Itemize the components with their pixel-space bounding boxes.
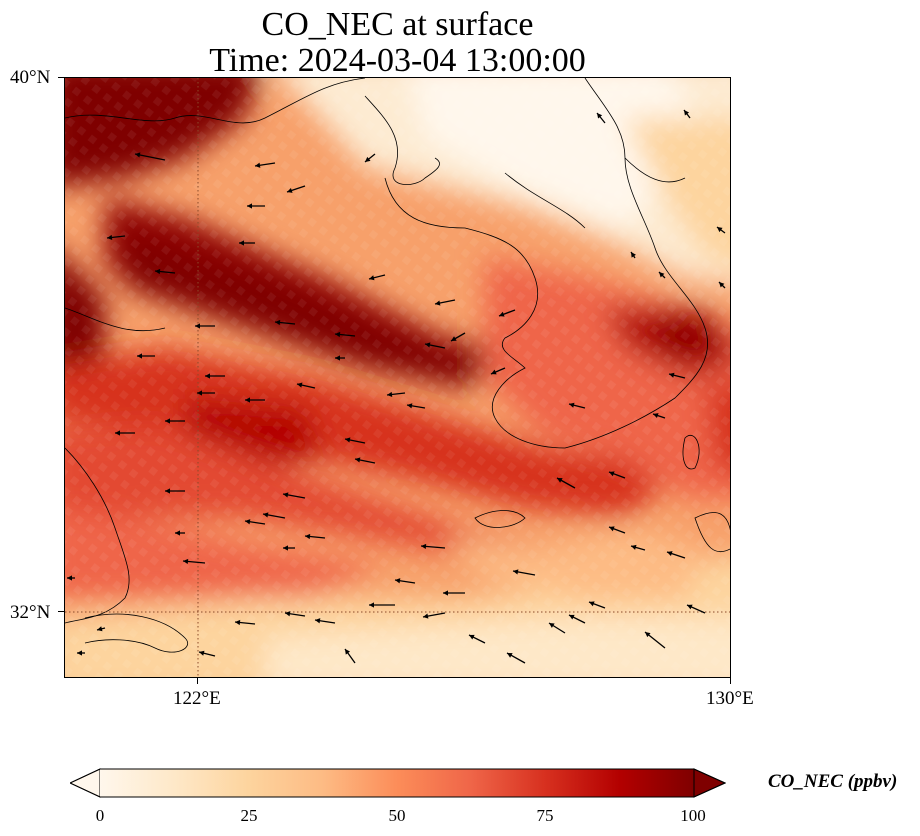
wind-vectors: [67, 109, 726, 664]
wind-arrow-head: [569, 614, 575, 620]
wind-arrow-head: [717, 227, 723, 233]
wind-arrow-head: [263, 512, 269, 518]
coastlines: [65, 78, 730, 653]
wind-arrow-head: [195, 323, 200, 329]
wind-arrow-head: [67, 575, 72, 581]
lon-tick-122: [197, 678, 198, 684]
lon-tick-130: [730, 678, 731, 684]
wind-arrow-head: [609, 471, 615, 477]
wind-arrow-head: [305, 533, 311, 540]
colorbar-gradient: [100, 769, 694, 797]
wind-arrow-head: [239, 240, 244, 246]
colorbar-tick-50: 50: [388, 806, 406, 825]
colorbar-extend-low: [70, 768, 101, 798]
lat-tick-label-40: 40°N: [10, 67, 51, 88]
wind-arrow-head: [107, 234, 113, 241]
wind-arrow-head: [235, 619, 241, 626]
colorbar-tick-0: 0: [95, 806, 105, 825]
wind-arrow-head: [513, 569, 519, 575]
wind-arrow-head: [175, 530, 180, 536]
wind-arrow-head: [137, 353, 142, 359]
wind-arrow-head: [631, 252, 636, 258]
wind-arrow-head: [345, 437, 351, 443]
wind-arrow-head: [283, 492, 289, 498]
wind-arrow-head: [369, 602, 374, 608]
wind-arrow-head: [205, 373, 210, 379]
wind-arrow-head: [387, 391, 393, 398]
wind-arrow-head: [609, 526, 615, 532]
wind-arrow-head: [365, 156, 371, 162]
wind-arrow-head: [589, 601, 595, 607]
wind-arrow-head: [369, 275, 375, 281]
colorbar-label: CO_NEC (ppbv): [768, 771, 898, 792]
concentration-map: [64, 77, 731, 678]
wind-arrow-head: [283, 545, 288, 551]
wind-arrow-head: [597, 113, 603, 119]
wind-arrow-head: [491, 369, 497, 375]
wind-arrow-head: [165, 418, 170, 424]
map-title: CO_NEC at surface: [261, 6, 534, 43]
wind-arrow-head: [335, 331, 341, 338]
wind-arrow-head: [451, 336, 457, 341]
wind-arrow-head: [645, 632, 651, 638]
wind-arrow-head: [667, 551, 673, 557]
wind-arrow: [134, 153, 166, 161]
wind-arrow-head: [669, 372, 675, 378]
wind-arrow-head: [569, 402, 575, 408]
wind-arrow-head: [469, 634, 475, 640]
wind-arrow-head: [631, 544, 637, 550]
wind-arrow-head: [335, 355, 340, 361]
wind-arrow-head: [315, 618, 321, 624]
wind-arrow-head: [135, 152, 141, 158]
wind-arrow-head: [255, 162, 261, 168]
wind-arrow-head: [425, 342, 431, 348]
colorbar-tick-25: 25: [240, 806, 258, 825]
wind-arrow-head: [247, 203, 252, 209]
wind-arrow-head: [435, 300, 441, 306]
lat-tick-40: [58, 77, 64, 78]
colorbar: [70, 768, 726, 798]
wind-arrow-head: [199, 650, 205, 656]
colorbar-tick-75: 75: [536, 806, 554, 825]
wind-arrow-head: [499, 311, 505, 317]
wind-arrow-head: [719, 282, 725, 288]
wind-arrow-head: [285, 611, 291, 617]
wind-arrow-head: [507, 653, 513, 658]
wind-arrow-head: [355, 457, 361, 463]
lon-tick-label-122: 122°E: [173, 688, 221, 709]
map-time-subtitle: Time: 2024-03-04 13:00:00: [209, 42, 586, 79]
wind-arrow-head: [549, 623, 555, 628]
wind-arrow-head: [345, 649, 351, 655]
wind-arrow-head: [684, 110, 690, 116]
wind-arrow-head: [421, 543, 427, 550]
wind-arrow-head: [275, 319, 281, 326]
wind-arrow-head: [197, 390, 202, 396]
wind-arrow-head: [443, 590, 448, 596]
wind-arrow-head: [653, 413, 659, 419]
wind-arrow-head: [155, 268, 161, 275]
colorbar-tick-100: 100: [680, 806, 706, 825]
wind-arrow-head: [659, 272, 665, 278]
wind-arrow-head: [297, 382, 303, 388]
colorbar-extend-high: [693, 768, 726, 798]
lat-tick-32: [58, 611, 64, 612]
lon-tick-label-130: 130°E: [706, 688, 754, 709]
wind-arrow-head: [183, 558, 189, 565]
wind-arrow-head: [245, 397, 250, 403]
wind-arrow-head: [687, 604, 693, 610]
map-canvas: [65, 78, 730, 677]
wind-arrow-head: [115, 430, 120, 436]
grid-texture: [65, 78, 730, 677]
wind-arrow-head: [97, 626, 103, 632]
wind-arrow-head: [395, 578, 401, 584]
wind-arrow-head: [423, 613, 429, 619]
wind-arrow-head: [165, 488, 170, 494]
wind-arrow-head: [287, 187, 293, 193]
wind-arrow-head: [407, 403, 413, 409]
wind-arrow-head: [77, 650, 82, 656]
wind-arrow-head: [557, 478, 563, 483]
lat-tick-label-32: 32°N: [10, 602, 51, 623]
wind-arrow-head: [245, 519, 251, 525]
